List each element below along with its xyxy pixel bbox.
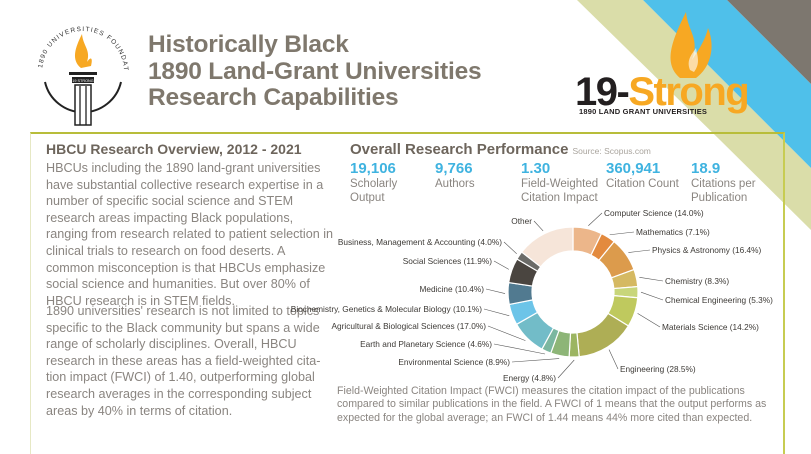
slice-label: Agricultural & Biological Sciences (17.0…	[332, 321, 487, 331]
stat-label: Authors	[435, 178, 475, 190]
leader-line	[533, 220, 544, 232]
brand-logo: 19-Strong	[575, 70, 750, 114]
stat-value: 360,941	[606, 160, 661, 177]
slice-label: Mathematics (7.1%)	[636, 227, 710, 237]
stat-value: 18.9	[691, 160, 721, 177]
svg-text:19 STRONG: 19 STRONG	[72, 79, 94, 83]
slice-label: Chemistry (8.3%)	[665, 276, 729, 286]
title-line: Historically Black	[148, 31, 349, 58]
slice-label: Energy (4.8%)	[503, 373, 556, 383]
stat-citation-count: 360,941 Citation Count	[606, 160, 691, 191]
slice-label: Environmental Science (8.9%)	[398, 357, 510, 367]
fwci-note: Field-Weighted Citation Impact (FWCI) me…	[337, 385, 767, 424]
slice-label: Physics & Astronomy (16.4%)	[652, 245, 762, 255]
stat-authors: 9,766 Authors	[435, 160, 520, 191]
leader-line	[557, 359, 575, 379]
title-line: Research Capabilities	[148, 84, 399, 111]
stat-label: Scholarly Output	[350, 178, 398, 204]
flame-icon	[74, 34, 92, 68]
leader-line	[640, 291, 664, 301]
leader-line	[487, 325, 526, 341]
stat-value: 19,106	[350, 160, 396, 177]
slice-label: Earth and Planetary Science (4.6%)	[360, 339, 492, 349]
leader-line	[608, 349, 619, 370]
leader-line	[483, 308, 510, 317]
leader-line	[639, 276, 664, 282]
slice-label: Materials Science (14.2%)	[662, 322, 759, 332]
slice-label: Engineering (28.5%)	[620, 364, 696, 374]
leader-line	[628, 249, 651, 253]
leader-line	[511, 358, 560, 363]
leader-line	[609, 231, 635, 236]
leader-line	[493, 260, 510, 270]
slice-label: Other	[511, 216, 532, 226]
slice-label: Biochemistry, Genetics & Molecular Biolo…	[291, 304, 482, 314]
overview-paragraph-2: 1890 universities' research is not limit…	[46, 304, 321, 418]
slice-label: Social Sciences (11.9%)	[403, 256, 493, 266]
donut-slice	[520, 226, 574, 268]
leader-line	[503, 241, 517, 255]
stat-label: Citations per Publication	[691, 178, 756, 204]
leader-line	[485, 288, 506, 294]
leader-line	[493, 343, 546, 355]
performance-title: Overall Research Performance	[350, 141, 569, 158]
overview-heading: HBCU Research Overview, 2012 - 2021	[46, 141, 302, 157]
source-note: Source: Scopus.com	[572, 146, 651, 156]
brand-number: 19-	[575, 70, 630, 114]
stat-label: Citation Count	[606, 178, 679, 190]
stat-fwci: 1.30 Field-Weighted Citation Impact	[521, 160, 606, 205]
stat-scholarly-output: 19,106 Scholarly Output	[350, 160, 435, 205]
leader-line	[637, 313, 661, 328]
slice-label: Chemical Engineering (5.3%)	[665, 295, 773, 305]
stat-label: Field-Weighted Citation Impact	[521, 178, 599, 204]
performance-heading: Overall Research Performance Source: Scop…	[350, 141, 651, 158]
brand-subtitle: 1890 LAND GRANT UNIVERSITIES	[579, 107, 708, 116]
stat-value: 9,766	[435, 160, 473, 177]
page-title: Historically Black 1890 Land-Grant Unive…	[148, 31, 482, 112]
brand-flame-icon	[670, 12, 712, 78]
foundation-logo: 1890 UNIVERSITIES FOUNDATION 19 STRONG	[25, 10, 128, 126]
title-line: 1890 Land-Grant Universities	[148, 57, 482, 85]
leader-line	[588, 212, 603, 226]
overview-paragraph-1: HBCUs including the 1890 land-grant univ…	[46, 161, 334, 308]
slice-label: Computer Science (14.0%)	[604, 208, 704, 218]
stat-value: 1.30	[521, 160, 551, 177]
content-panel	[30, 132, 785, 454]
stat-citations-per-publication: 18.9 Citations per Publication	[691, 160, 776, 205]
slice-label: Medicine (10.4%)	[419, 284, 484, 294]
slice-label: Business, Management & Accounting (4.0%)	[338, 237, 502, 247]
brand-word: Strong	[628, 70, 749, 114]
